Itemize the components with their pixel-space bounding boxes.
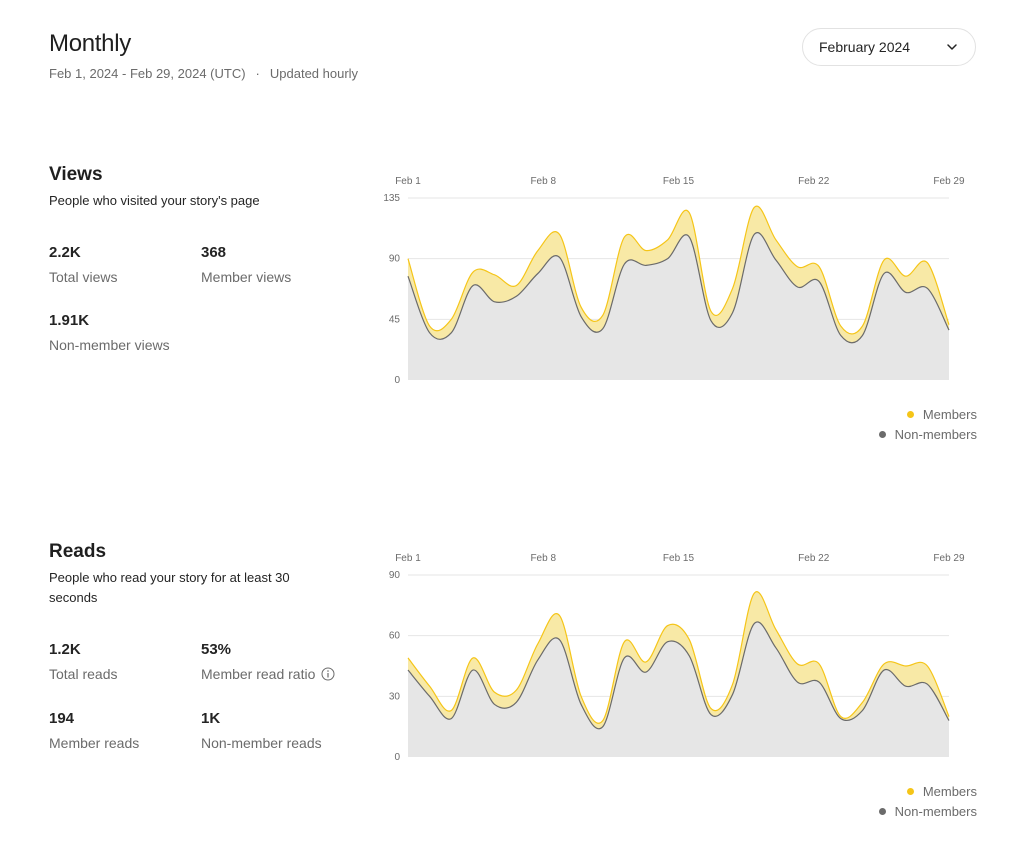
stat-label: Member read ratio xyxy=(201,666,316,682)
views-chart-svg: Feb 1 Feb 8 Feb 15 Feb 22 Feb 29 0 45 90 135 xyxy=(383,176,965,386)
y-tick-label: 90 xyxy=(389,254,401,265)
series-line-nonmembers xyxy=(407,621,950,730)
reads-chart: Feb 1 Feb 8 Feb 15 Feb 22 Feb 29 0 30 60 90 xyxy=(380,545,980,765)
x-tick-label: Feb 22 xyxy=(798,176,830,187)
legend-label: Members xyxy=(922,783,977,799)
views-description: People who visited your story's page xyxy=(49,193,260,208)
views-title: Views xyxy=(49,164,103,185)
x-tick-label: Feb 22 xyxy=(798,553,830,564)
reads-legend: Members Non-members xyxy=(878,781,977,821)
stat-member-read-ratio: 53% Member read ratio xyxy=(201,641,335,682)
legend-dot-nonmembers xyxy=(878,430,886,438)
stat-non-member-reads: 1K Non-member reads xyxy=(201,710,322,751)
series-line-nonmembers xyxy=(407,232,950,344)
legend-item-members: Members xyxy=(879,404,977,424)
stat-total-reads: 1.2K Total reads xyxy=(49,641,117,682)
chevron-down-icon xyxy=(947,44,957,50)
y-tick-label: 0 xyxy=(394,375,400,386)
series-line-members xyxy=(407,591,950,724)
stat-value: 53% xyxy=(201,641,232,658)
legend-item-nonmembers: Non-members xyxy=(878,801,977,821)
series-area-nonmembers xyxy=(408,621,949,757)
legend-item-members: Members xyxy=(879,781,977,801)
x-tick-label: Feb 15 xyxy=(663,553,695,564)
stat-label-row: Member read ratio xyxy=(201,666,335,682)
stat-total-views: 2.2K Total views xyxy=(49,244,117,285)
info-icon[interactable] xyxy=(321,667,335,681)
reads-title: Reads xyxy=(49,541,107,562)
stat-label: Non-member reads xyxy=(201,735,322,751)
x-tick-label: Feb 8 xyxy=(530,553,556,564)
reads-chart-svg: Feb 1 Feb 8 Feb 15 Feb 22 Feb 29 0 30 60 90 xyxy=(389,553,965,763)
date-subheader: Feb 1, 2024 - Feb 29, 2024 (UTC) · Updat… xyxy=(49,66,358,81)
legend-dot-nonmembers xyxy=(878,807,886,815)
y-tick-label: 0 xyxy=(394,752,400,763)
month-dropdown[interactable]: February 2024 xyxy=(802,28,976,66)
stat-member-views: 368 Member views xyxy=(201,244,291,285)
stat-label: Total views xyxy=(49,269,118,285)
x-tick-label: Feb 8 xyxy=(530,176,556,187)
y-tick-label: 30 xyxy=(389,691,401,702)
x-tick-label: Feb 1 xyxy=(395,553,421,564)
stat-value: 1K xyxy=(201,710,221,727)
stat-label: Member views xyxy=(201,269,292,285)
page-title: Monthly xyxy=(49,30,131,57)
y-tick-label: 60 xyxy=(389,631,401,642)
stat-label: Member reads xyxy=(49,735,140,751)
stat-member-reads: 194 Member reads xyxy=(49,710,139,751)
x-tick-label: Feb 29 xyxy=(933,553,965,564)
month-dropdown-value: February 2024 xyxy=(819,39,911,55)
y-tick-label: 90 xyxy=(389,570,401,581)
stat-value: 1.91K xyxy=(49,312,90,329)
x-tick-label: Feb 1 xyxy=(395,176,421,187)
update-note: Updated hourly xyxy=(269,66,359,81)
views-chart: Feb 1 Feb 8 Feb 15 Feb 22 Feb 29 0 45 90 135 xyxy=(380,168,980,388)
legend-label: Members xyxy=(922,406,977,422)
stat-value: 368 xyxy=(201,244,227,261)
series-line-members xyxy=(407,205,950,335)
stat-value: 2.2K xyxy=(49,244,81,261)
y-tick-label: 45 xyxy=(389,314,401,325)
y-tick-label: 135 xyxy=(383,193,400,204)
legend-dot-members xyxy=(906,787,914,795)
x-tick-label: Feb 15 xyxy=(663,176,695,187)
legend-dot-members xyxy=(906,410,914,418)
stat-non-member-views: 1.91K Non-member views xyxy=(49,312,170,353)
stat-label: Total reads xyxy=(49,666,118,682)
legend-label: Non-members xyxy=(894,426,977,442)
legend-label: Non-members xyxy=(894,803,977,819)
reads-description: People who read your story for at least … xyxy=(49,570,290,605)
stat-value: 194 xyxy=(49,710,75,727)
views-legend: Members Non-members xyxy=(878,404,977,444)
legend-item-nonmembers: Non-members xyxy=(878,424,977,444)
stat-label: Non-member views xyxy=(49,337,170,353)
series-area-nonmembers xyxy=(408,232,949,380)
stat-value: 1.2K xyxy=(49,641,81,658)
x-tick-label: Feb 29 xyxy=(933,176,965,187)
separator-dot: · xyxy=(255,66,260,81)
date-range: Feb 1, 2024 - Feb 29, 2024 (UTC) xyxy=(49,66,246,81)
